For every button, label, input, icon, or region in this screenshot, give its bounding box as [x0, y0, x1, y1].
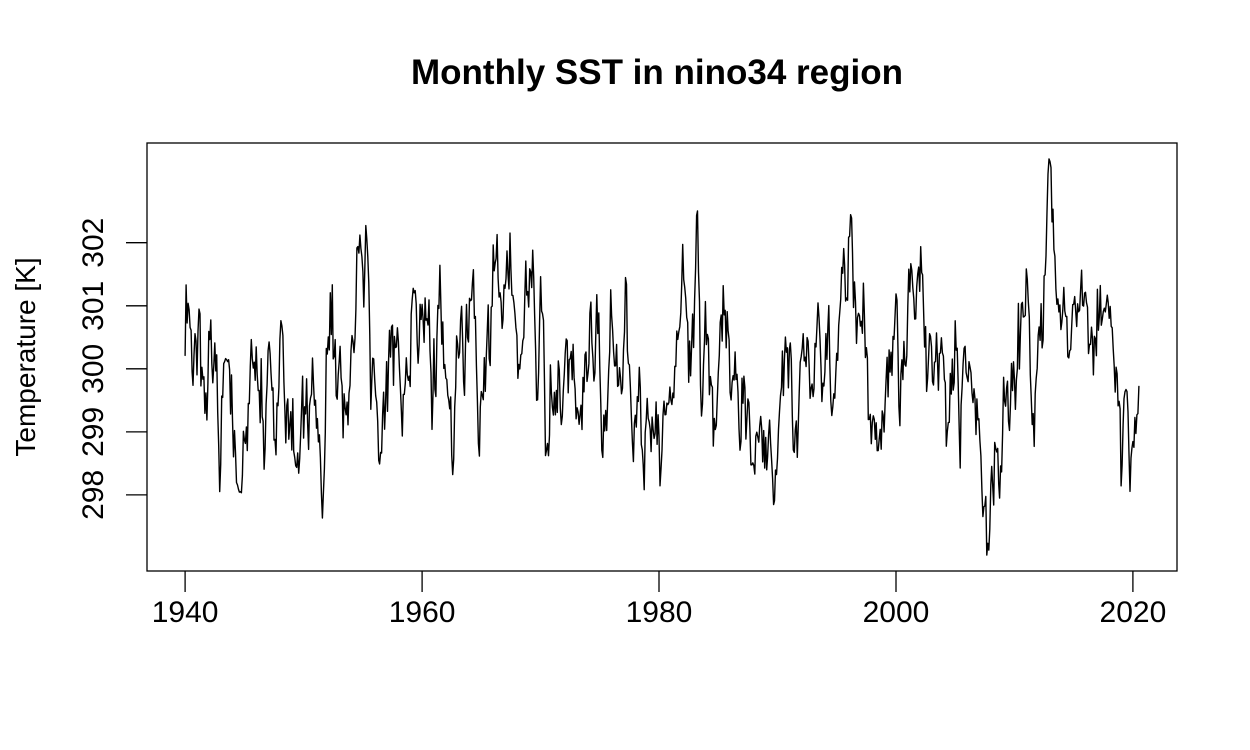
svg-text:Monthly SST in nino34 region: Monthly SST in nino34 region — [411, 53, 903, 92]
svg-text:300: 300 — [77, 344, 110, 394]
svg-text:Temperature [K]: Temperature [K] — [10, 257, 41, 456]
svg-text:299: 299 — [77, 407, 110, 457]
svg-text:2020: 2020 — [1100, 596, 1167, 629]
svg-text:1960: 1960 — [389, 596, 456, 629]
svg-text:2000: 2000 — [863, 596, 930, 629]
svg-text:302: 302 — [77, 218, 110, 268]
svg-text:298: 298 — [77, 470, 110, 520]
svg-text:301: 301 — [77, 281, 110, 331]
svg-text:1980: 1980 — [626, 596, 693, 629]
svg-text:1940: 1940 — [152, 596, 219, 629]
